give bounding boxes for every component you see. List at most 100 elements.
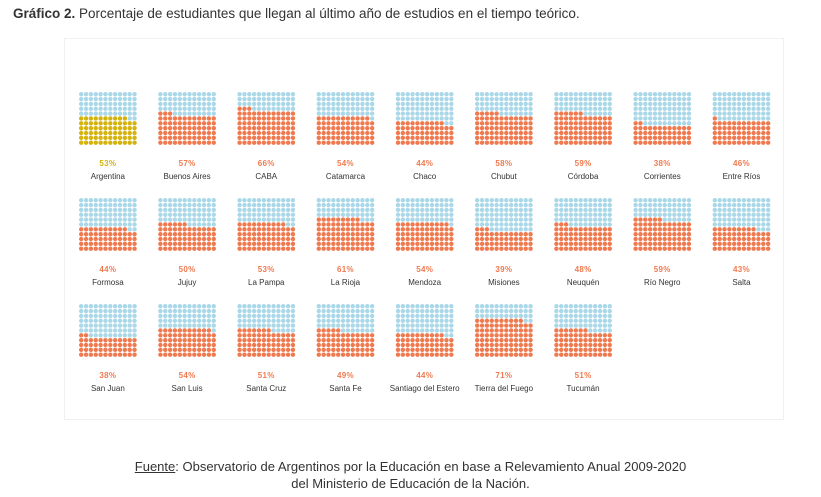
empty-dot [83,217,89,222]
filled-dot [513,236,519,242]
empty-dot [285,318,291,323]
filled-dot [256,246,262,251]
empty-dot [261,318,267,323]
empty-dot [489,304,494,309]
filled-dot [583,125,588,131]
empty-dot [360,304,365,309]
filled-dot [395,227,401,232]
empty-dot [588,207,593,213]
filled-dot [602,231,608,237]
filled-dot [410,236,415,242]
empty-dot [494,106,499,111]
empty-dot [117,212,123,217]
empty-dot [741,116,747,121]
filled-dot [336,241,341,247]
filled-dot [756,125,761,131]
empty-dot [355,323,360,328]
filled-dot [103,347,108,353]
filled-dot [345,116,351,121]
empty-dot [281,92,286,97]
empty-dot [573,217,578,222]
filled-dot [681,135,687,141]
filled-dot [508,116,514,121]
filled-dot [588,130,593,136]
empty-dot [756,106,761,111]
filled-dot [607,125,612,131]
category-label-argentina: Argentina [90,172,125,181]
filled-dot [281,342,286,348]
empty-dot [633,106,638,111]
empty-dot [494,308,499,314]
filled-dot [518,135,524,141]
filled-dot [177,140,182,145]
filled-dot [345,342,351,348]
filled-dot [479,125,485,131]
filled-dot [429,333,435,338]
empty-dot [583,101,588,107]
filled-dot [350,333,355,338]
filled-dot [607,130,612,136]
filled-dot [201,328,207,333]
empty-dot [746,116,751,121]
filled-dot [504,352,509,357]
filled-dot [247,130,252,136]
empty-dot [331,106,336,111]
filled-dot [79,236,84,242]
filled-dot [593,121,598,126]
empty-dot [677,96,682,102]
filled-dot [336,135,341,141]
waffle-tucuman [554,304,612,357]
filled-dot [108,227,113,232]
empty-dot [400,92,406,97]
empty-dot [563,217,569,222]
empty-dot [429,198,435,203]
empty-dot [434,217,439,222]
filled-dot [211,125,216,131]
filled-dot [756,246,761,251]
filled-dot [494,241,499,247]
empty-dot [365,101,370,107]
filled-dot [597,135,603,141]
empty-dot [756,212,761,217]
filled-dot [167,135,173,141]
empty-dot [712,92,717,97]
filled-dot [251,135,257,141]
filled-dot [677,227,682,232]
value-label-tierra-del-fuego: 71% [495,371,513,380]
empty-dot [554,96,559,102]
empty-dot [662,106,667,111]
empty-dot [518,198,524,203]
filled-dot [712,246,717,251]
filled-dot [475,231,480,237]
filled-dot [405,246,410,251]
empty-dot [112,96,118,102]
filled-dot [112,140,118,145]
filled-dot [508,241,514,247]
empty-dot [643,212,648,217]
filled-dot [256,333,262,338]
filled-dot [638,135,643,141]
empty-dot [504,212,509,217]
empty-dot [177,202,182,208]
empty-dot [365,212,370,217]
waffle-formosa [79,198,137,251]
filled-dot [518,121,524,126]
empty-dot [712,217,717,222]
filled-dot [563,130,569,136]
empty-dot [177,111,182,116]
empty-dot [559,313,564,319]
filled-dot [340,125,346,131]
empty-dot [103,106,108,111]
filled-dot [593,246,598,251]
filled-dot [108,140,113,145]
filled-dot [489,121,494,126]
empty-dot [573,304,578,309]
empty-dot [290,101,296,107]
filled-dot [340,342,346,348]
filled-dot [583,227,588,232]
empty-dot [98,313,103,319]
filled-dot [281,352,286,357]
filled-dot [98,231,103,237]
filled-dot [662,231,667,237]
empty-dot [508,304,514,309]
